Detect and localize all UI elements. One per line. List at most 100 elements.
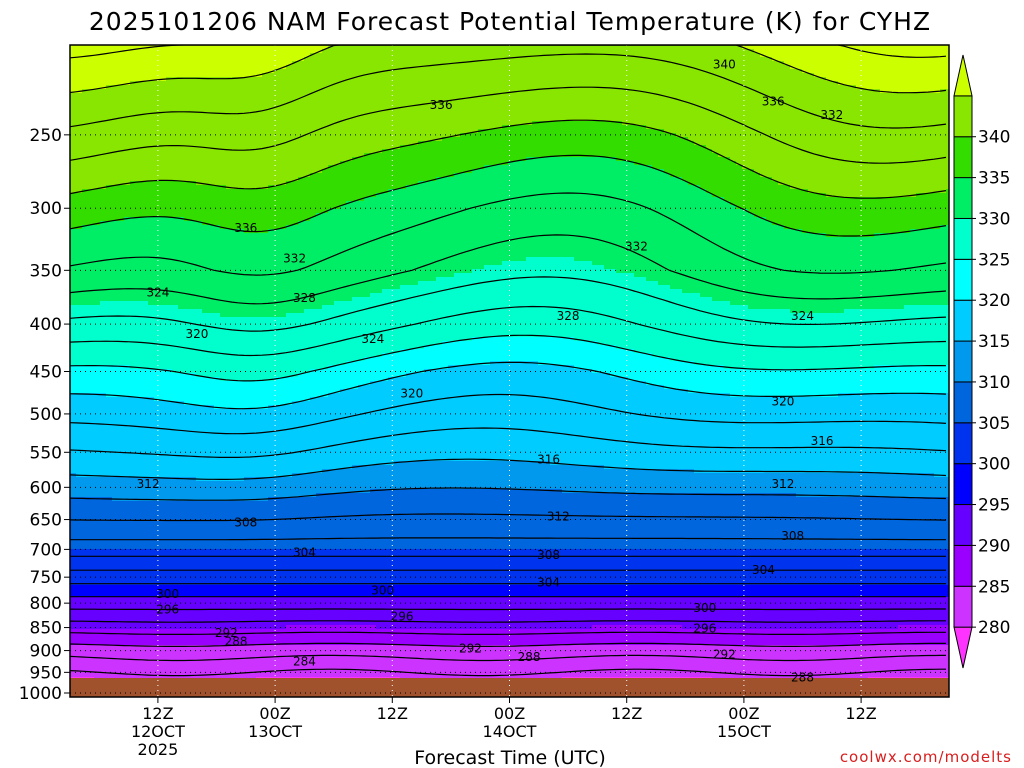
fill-cell — [118, 173, 125, 178]
fill-cell — [160, 137, 167, 142]
fill-cell — [142, 473, 149, 478]
fill-cell — [202, 661, 209, 666]
fill-cell — [130, 533, 137, 538]
fill-cell — [184, 405, 191, 410]
fill-cell — [112, 173, 119, 178]
fill-cell — [226, 221, 233, 226]
fill-cell — [214, 105, 221, 110]
fill-cell — [172, 213, 179, 218]
fill-cell — [106, 117, 113, 122]
fill-cell — [190, 569, 197, 574]
fill-cell — [220, 625, 227, 630]
fill-cell — [232, 277, 239, 282]
fill-cell — [178, 473, 185, 478]
fill-cell — [106, 457, 113, 462]
fill-cell — [70, 205, 77, 210]
fill-cell — [148, 621, 155, 626]
fill-cell — [106, 577, 113, 582]
fill-cell — [148, 289, 155, 294]
fill-cell — [160, 365, 167, 370]
fill-cell — [178, 485, 185, 490]
fill-cell — [88, 381, 95, 386]
fill-cell — [112, 577, 119, 582]
fill-cell — [244, 345, 251, 350]
fill-cell — [202, 289, 209, 294]
fill-cell — [142, 225, 149, 230]
fill-cell — [172, 189, 179, 194]
fill-cell — [238, 197, 245, 202]
fill-cell — [214, 445, 221, 450]
fill-cell — [166, 429, 173, 434]
fill-cell — [154, 637, 161, 642]
fill-cell — [214, 81, 221, 86]
fill-cell — [160, 69, 167, 74]
fill-cell — [238, 605, 245, 610]
fill-cell — [112, 281, 119, 286]
fill-cell — [76, 661, 83, 666]
fill-cell — [226, 525, 233, 530]
fill-cell — [136, 185, 143, 190]
fill-cell — [112, 61, 119, 66]
fill-cell — [136, 281, 143, 286]
fill-cell — [82, 377, 89, 382]
fill-cell — [142, 661, 149, 666]
fill-cell — [214, 473, 221, 478]
fill-cell — [124, 157, 131, 162]
fill-cell — [220, 501, 227, 506]
fill-cell — [202, 421, 209, 426]
fill-cell — [112, 489, 119, 494]
fill-cell — [220, 497, 227, 502]
fill-cell — [166, 601, 173, 606]
fill-cell — [130, 217, 137, 222]
fill-cell — [238, 401, 245, 406]
fill-cell — [220, 209, 227, 214]
fill-cell — [208, 609, 215, 614]
fill-cell — [178, 225, 185, 230]
fill-cell — [238, 125, 245, 130]
fill-cell — [160, 213, 167, 218]
fill-cell — [208, 177, 215, 182]
fill-cell — [172, 101, 179, 106]
fill-cell — [214, 617, 221, 622]
fill-cell — [208, 461, 215, 466]
fill-cell — [76, 277, 83, 282]
fill-cell — [202, 565, 209, 570]
fill-cell — [160, 245, 167, 250]
fill-cell — [94, 409, 101, 414]
fill-cell — [190, 133, 197, 138]
fill-cell — [244, 501, 251, 506]
fill-cell — [130, 141, 137, 146]
fill-cell — [136, 165, 143, 170]
fill-cell — [178, 213, 185, 218]
fill-cell — [130, 245, 137, 250]
fill-cell — [100, 417, 107, 422]
fill-cell — [250, 309, 257, 314]
fill-cell — [238, 617, 245, 622]
fill-cell — [106, 357, 113, 362]
fill-cell — [118, 553, 125, 558]
fill-cell — [220, 201, 227, 206]
fill-cell — [172, 417, 179, 422]
fill-cell — [118, 121, 125, 126]
fill-cell — [184, 481, 191, 486]
fill-cell — [196, 209, 203, 214]
fill-cell — [76, 441, 83, 446]
fill-cell — [100, 549, 107, 554]
fill-cell — [88, 589, 95, 594]
fill-cell — [94, 417, 101, 422]
fill-cell — [88, 213, 95, 218]
fill-cell — [244, 161, 251, 166]
fill-cell — [220, 645, 227, 650]
fill-cell — [208, 105, 215, 110]
fill-cell — [82, 265, 89, 270]
fill-cell — [154, 413, 161, 418]
fill-cell — [160, 645, 167, 650]
fill-cell — [94, 165, 101, 170]
fill-cell — [142, 381, 149, 386]
fill-cell — [148, 249, 155, 254]
fill-cell — [172, 349, 179, 354]
fill-cell — [214, 321, 221, 326]
fill-cell — [130, 89, 137, 94]
fill-cell — [226, 413, 233, 418]
fill-cell — [70, 109, 77, 114]
